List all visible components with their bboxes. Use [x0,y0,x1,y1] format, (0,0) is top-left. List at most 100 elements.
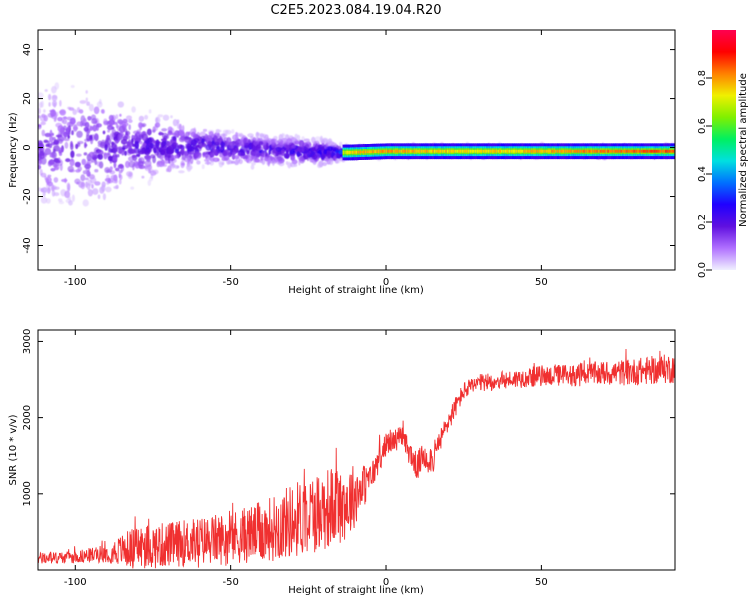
spectral-blob [115,114,119,120]
y-tick-label: -20 [22,188,33,204]
ridge-cell [566,149,570,153]
spectral-blob [181,162,185,166]
spectral-blob [48,94,52,101]
spectral-blob [79,100,87,104]
ridge-cell [346,151,350,154]
ridge-cell [668,149,672,153]
spectral-blob [199,131,206,137]
spectral-blob [170,154,174,162]
ridge-cell [547,149,551,153]
spectral-blob [72,126,79,131]
spectral-blob [51,94,58,102]
ridge-cell [597,149,602,153]
spectral-blob [131,106,136,113]
ridge-cell [482,149,486,153]
ridge-cell [424,149,428,153]
spectral-blob [107,155,114,162]
spectral-blob [91,184,94,189]
spectral-blob [335,158,339,164]
spectral-blob [54,115,57,121]
ridge-cell [652,149,656,153]
spectral-blob [291,145,296,149]
ridge-cell [631,149,635,153]
spectral-blob [97,143,103,148]
spectral-blob [240,151,246,156]
spectral-blob [130,186,135,190]
spectral-blob [102,130,106,135]
spectral-blob [54,166,59,171]
ridge-cell [478,149,482,153]
spectral-blob [283,152,290,159]
spectral-blob [170,115,173,119]
spectral-blob [165,156,169,161]
ridge-cell [430,149,434,153]
ridge-cell [370,150,374,154]
spectral-blob [44,89,48,92]
spectral-blob [50,168,56,172]
ridge-cell [448,149,452,153]
spectral-blob [335,149,340,153]
spectral-blob [196,160,201,165]
spectral-blob [47,187,51,194]
y-tick-label: 20 [22,92,33,105]
spectral-blob [108,119,114,127]
spectral-blob [178,123,182,132]
spectral-blob [184,151,188,156]
ridge-cell [422,149,426,153]
ridge-cell [357,150,361,154]
spectral-blob [39,150,45,156]
spectral-blob [96,123,102,128]
ridge-cell [420,149,424,153]
spectral-blob [38,164,42,170]
ridge-cell [342,151,346,154]
spectral-blob [38,107,41,115]
spectrogram-y-label: Frequency (Hz) [8,112,19,188]
snr-x-ticks: -100 -50 0 50 [64,330,548,588]
spectral-blob [321,137,329,143]
spectral-blob [128,124,131,131]
spectral-blob [137,160,144,167]
spectral-blob [230,160,236,164]
spectral-blob [275,146,282,152]
spectral-blob [66,121,72,127]
spectral-blob [102,193,106,201]
spectral-blob [293,163,298,167]
spectral-blob [294,133,298,139]
spectral-blob [173,165,180,169]
ridge-cell [571,149,575,153]
ridge-cell [633,149,637,153]
ridge-cell [407,149,411,153]
spectral-blob [220,140,224,148]
spectral-blob [149,176,154,182]
ridge-cell [396,149,400,153]
spectrogram-frame [37,29,676,271]
ridge-cell [409,149,413,153]
spectral-blob [63,138,70,142]
ridge-cell [504,149,508,153]
spectral-blob [139,123,143,131]
spectral-blob [160,155,164,161]
spectral-blob [104,144,108,151]
spectral-blob [127,141,134,147]
ridge-cell [512,149,516,153]
ridge-cell [487,149,492,153]
ridge-cell [583,149,587,153]
spectral-blob [178,170,185,174]
spectral-blob [270,139,275,145]
spectral-blob [321,143,325,147]
spectral-blob [82,199,89,207]
spectral-blob [187,156,191,163]
ridge-cell [627,149,631,153]
spectral-blob [122,118,128,124]
ridge-cell [661,149,665,153]
spectral-blob [212,157,220,163]
spectral-blob [41,187,48,193]
y-tick-label: 0 [22,144,33,150]
spectral-blob [44,132,52,138]
spectral-blob [179,129,185,137]
ridge-cell [351,150,355,154]
spectral-blob [315,143,318,150]
spectral-blob [244,158,251,162]
spectral-blob [71,130,74,136]
